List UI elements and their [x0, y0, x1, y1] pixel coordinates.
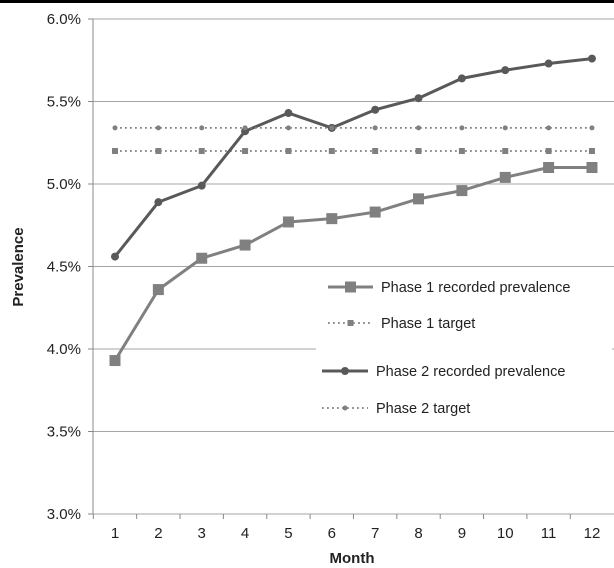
data-point — [329, 125, 335, 131]
data-point — [282, 216, 294, 228]
y-tick-label: 4.5% — [47, 259, 81, 276]
y-axis-title: Prevalence — [10, 227, 27, 306]
y-tick-label: 4.0% — [47, 341, 81, 358]
data-point — [587, 54, 596, 63]
x-tick-label: 10 — [497, 525, 514, 542]
data-point — [458, 148, 465, 154]
data-point — [546, 125, 552, 131]
x-tick-label: 7 — [371, 525, 379, 542]
x-tick-label: 11 — [541, 525, 557, 542]
data-point — [347, 320, 354, 326]
data-point — [154, 198, 163, 207]
data-point — [502, 125, 508, 131]
data-point — [326, 213, 338, 225]
data-point — [415, 148, 422, 154]
x-tick-label: 12 — [584, 525, 601, 542]
data-point — [372, 148, 379, 154]
x-tick-label: 9 — [458, 525, 466, 542]
x-tick-label: 6 — [328, 525, 336, 542]
series-phase-1-target — [112, 148, 595, 154]
series-phase-2-target — [112, 125, 595, 131]
x-tick-label: 1 — [111, 525, 119, 542]
data-point — [341, 367, 349, 375]
y-tick-label: 3.5% — [47, 424, 81, 441]
series-line — [113, 57, 593, 258]
y-tick-label: 3.0% — [47, 506, 81, 523]
data-point — [371, 105, 380, 114]
y-tick-label: 5.0% — [47, 176, 81, 193]
data-point — [155, 125, 161, 131]
data-point — [152, 284, 164, 296]
data-point — [545, 148, 552, 154]
data-point — [197, 181, 206, 190]
data-point — [109, 355, 121, 367]
data-point — [586, 162, 598, 173]
legend-label: Phase 2 target — [376, 401, 470, 417]
data-point — [242, 148, 249, 154]
x-tick-label: 5 — [284, 525, 292, 542]
data-point — [589, 125, 595, 131]
data-point — [369, 206, 381, 218]
data-point — [242, 125, 248, 131]
data-point — [413, 193, 425, 205]
data-point — [112, 148, 118, 154]
data-point — [239, 239, 251, 251]
data-point — [502, 148, 509, 154]
data-point — [155, 148, 162, 154]
x-axis-title: Month — [330, 550, 375, 567]
data-point — [285, 148, 292, 154]
data-point — [328, 148, 335, 154]
data-point — [198, 148, 205, 154]
y-axis-ticks: 3.0% 3.5% 4.0% 4.5% 5.0% 5.5% 6.0% — [47, 11, 81, 523]
x-tick-label: 8 — [414, 525, 422, 542]
grid-lines — [88, 18, 614, 515]
series-phase-1-recorded-prevalence — [109, 162, 598, 367]
x-tick-label: 3 — [198, 525, 206, 542]
series-line — [113, 166, 592, 362]
series-layer — [109, 54, 598, 367]
data-point — [196, 252, 208, 264]
legend-label: Phase 1 target — [381, 316, 475, 332]
data-point — [588, 148, 595, 154]
legend-label: Phase 1 recorded prevalence — [381, 280, 570, 296]
x-tick-label: 2 — [154, 525, 162, 542]
x-tick-label: 4 — [241, 525, 249, 542]
data-point — [416, 125, 422, 131]
legend-box — [316, 268, 612, 428]
data-point — [284, 109, 293, 118]
data-point — [459, 125, 465, 131]
y-tick-label: 6.0% — [47, 11, 81, 28]
data-point — [345, 281, 356, 293]
y-tick-label: 5.5% — [47, 94, 81, 111]
legend-label: Phase 2 recorded prevalence — [376, 364, 565, 380]
data-point — [544, 59, 553, 68]
x-axis-ticks: 1 2 3 4 5 6 7 8 9 10 11 12 — [92, 514, 601, 542]
data-point — [199, 125, 205, 131]
data-point — [543, 162, 555, 173]
legend: Phase 1 recorded prevalence Phase 1 targe… — [322, 280, 570, 417]
data-point — [372, 125, 378, 131]
data-point — [285, 125, 291, 131]
data-point — [342, 405, 348, 411]
data-point — [499, 171, 511, 183]
data-point — [457, 74, 466, 83]
data-point — [111, 252, 119, 261]
data-point — [501, 66, 510, 75]
data-point — [112, 125, 118, 131]
data-point — [414, 94, 423, 103]
series-phase-2-recorded-prevalence — [111, 54, 596, 261]
data-point — [456, 185, 468, 197]
